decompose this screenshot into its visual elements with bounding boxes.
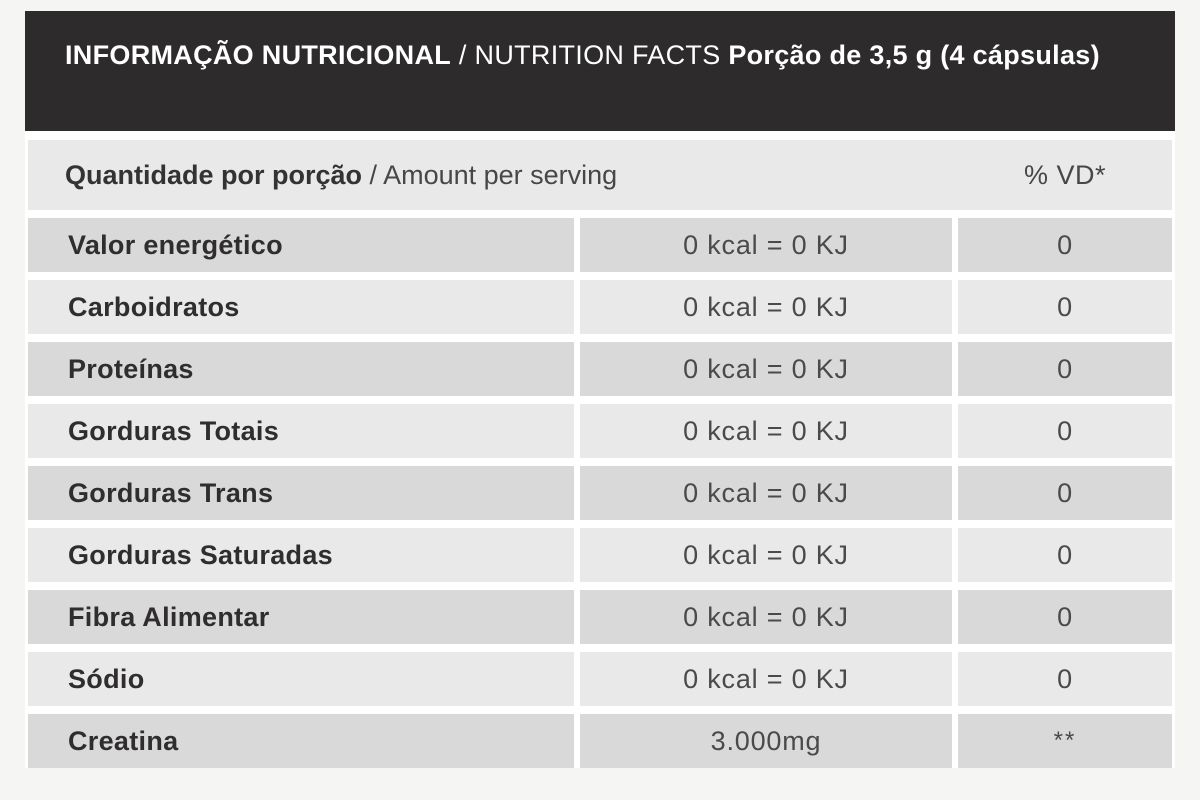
row-label: Creatina — [28, 714, 574, 768]
serving-separator: / — [369, 159, 378, 190]
row-label: Proteínas — [28, 342, 574, 396]
row-value: 3.000mg — [580, 714, 952, 768]
row-value: 0 kcal = 0 KJ — [580, 280, 952, 334]
row-daily-value: 0 — [958, 590, 1172, 644]
table-row-fibra-alimentar: Fibra Alimentar 0 kcal = 0 KJ 0 — [28, 590, 1172, 644]
row-label: Carboidratos — [28, 280, 574, 334]
row-daily-value: 0 — [958, 218, 1172, 272]
table-row-gorduras-trans: Gorduras Trans 0 kcal = 0 KJ 0 — [28, 466, 1172, 520]
table-row-gorduras-totais: Gorduras Totais 0 kcal = 0 KJ 0 — [28, 404, 1172, 458]
row-value: 0 kcal = 0 KJ — [580, 342, 952, 396]
table-row-sodio: Sódio 0 kcal = 0 KJ 0 — [28, 652, 1172, 706]
row-label: Gorduras Totais — [28, 404, 574, 458]
header-title-pt: INFORMAÇÃO NUTRICIONAL — [65, 40, 452, 70]
row-value: 0 kcal = 0 KJ — [580, 466, 952, 520]
header-separator: / — [458, 40, 467, 70]
table-row-carboidratos: Carboidratos 0 kcal = 0 KJ 0 — [28, 280, 1172, 334]
nutrition-label: INFORMAÇÃO NUTRICIONAL / NUTRITION FACTS… — [25, 11, 1175, 768]
table-row-creatina: Creatina 3.000mg ** — [28, 714, 1172, 768]
serving-header-row: Quantidade por porção / Amount per servi… — [28, 140, 1172, 210]
table-row-gorduras-saturadas: Gorduras Saturadas 0 kcal = 0 KJ 0 — [28, 528, 1172, 582]
row-label: Fibra Alimentar — [28, 590, 574, 644]
daily-value-column-header: % VD* — [1023, 159, 1107, 190]
row-label: Valor energético — [28, 218, 574, 272]
row-value: 0 kcal = 0 KJ — [580, 528, 952, 582]
row-daily-value: 0 — [958, 528, 1172, 582]
row-daily-value: 0 — [958, 652, 1172, 706]
row-label: Sódio — [28, 652, 574, 706]
serving-label-pt: Quantidade por porção — [65, 159, 363, 190]
nutrition-header-bar: INFORMAÇÃO NUTRICIONAL / NUTRITION FACTS… — [25, 11, 1175, 131]
table-row-valor-energetico: Valor energético 0 kcal = 0 KJ 0 — [28, 218, 1172, 272]
header-serving-size: Porção de 3,5 g (4 cápsulas) — [728, 40, 1100, 70]
serving-label-en: Amount per serving — [383, 159, 618, 190]
row-value: 0 kcal = 0 KJ — [580, 590, 952, 644]
row-label: Gorduras Trans — [28, 466, 574, 520]
row-daily-value: 0 — [958, 466, 1172, 520]
row-daily-value: ** — [958, 714, 1172, 768]
row-value: 0 kcal = 0 KJ — [580, 218, 952, 272]
row-value: 0 kcal = 0 KJ — [580, 404, 952, 458]
row-label: Gorduras Saturadas — [28, 528, 574, 582]
table-row-proteinas: Proteínas 0 kcal = 0 KJ 0 — [28, 342, 1172, 396]
row-daily-value: 0 — [958, 342, 1172, 396]
row-value: 0 kcal = 0 KJ — [580, 652, 952, 706]
serving-header-label: Quantidade por porção / Amount per servi… — [28, 160, 617, 191]
row-daily-value: 0 — [958, 280, 1172, 334]
row-daily-value: 0 — [958, 404, 1172, 458]
header-title-en: NUTRITION FACTS — [474, 40, 721, 70]
